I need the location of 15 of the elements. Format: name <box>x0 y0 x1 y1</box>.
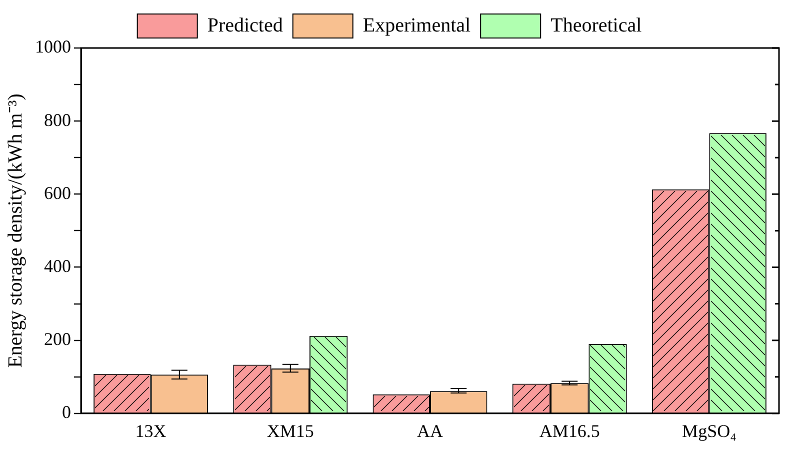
y-tick-label: 1000 <box>35 36 71 57</box>
y-tick-label: 400 <box>44 256 71 276</box>
x-tick-label: AA <box>417 420 443 441</box>
x-tick-label: AM16.5 <box>539 420 600 441</box>
y-tick-label: 600 <box>44 182 71 203</box>
x-tick-label: 13X <box>135 420 166 441</box>
legend-label: Experimental <box>362 14 472 36</box>
legend-label: Theoretical <box>550 14 642 36</box>
y-tick-label: 200 <box>44 329 71 350</box>
y-axis-title: Energy storage density/(kWh m⁻³) <box>4 94 26 368</box>
y-tick-label: 0 <box>62 402 71 422</box>
x-tick-label: MgSO₄ <box>682 420 736 441</box>
y-tick-label: 800 <box>44 110 71 130</box>
legend-label: Predicted <box>207 14 283 36</box>
x-tick-label: XM15 <box>266 420 314 441</box>
